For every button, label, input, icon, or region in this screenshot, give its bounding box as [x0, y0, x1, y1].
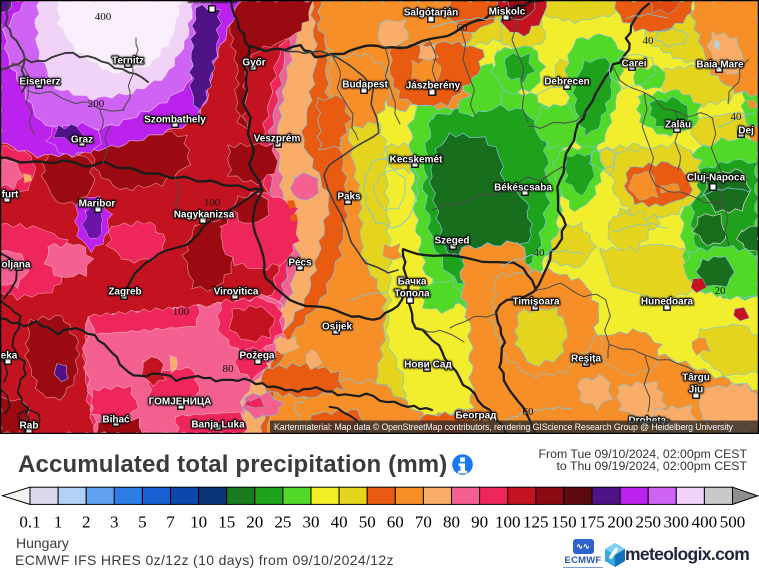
- svg-text:Reșița: Reșița: [571, 354, 601, 365]
- svg-text:Jászberény: Jászberény: [406, 81, 461, 92]
- svg-text:15: 15: [218, 513, 235, 532]
- svg-text:Eisenerz: Eisenerz: [19, 77, 60, 88]
- svg-text:Virovitica: Virovitica: [214, 287, 259, 298]
- svg-text:Jiu: Jiu: [689, 385, 703, 396]
- svg-text:40: 40: [643, 35, 655, 47]
- svg-text:oljana: oljana: [2, 260, 31, 271]
- svg-text:Osijek: Osijek: [322, 322, 352, 333]
- svg-text:60: 60: [523, 406, 535, 418]
- svg-text:Budapest: Budapest: [342, 80, 388, 91]
- svg-text:Pécs: Pécs: [288, 258, 312, 269]
- svg-text:5: 5: [138, 513, 147, 532]
- svg-text:Szombathely: Szombathely: [144, 115, 206, 126]
- svg-text:20: 20: [246, 513, 263, 532]
- svg-text:30: 30: [303, 513, 320, 532]
- svg-text:40: 40: [534, 247, 546, 259]
- svg-text:Бачка: Бачка: [398, 277, 427, 288]
- svg-text:100: 100: [495, 513, 521, 532]
- svg-text:Graz: Graz: [71, 135, 93, 146]
- svg-text:eka: eka: [1, 351, 18, 362]
- svg-text:2: 2: [82, 513, 91, 532]
- svg-text:175: 175: [579, 513, 605, 532]
- svg-text:250: 250: [635, 513, 661, 532]
- svg-text:Nagykanizsa: Nagykanizsa: [174, 210, 235, 221]
- svg-text:Rab: Rab: [20, 421, 39, 432]
- svg-text:500: 500: [720, 513, 746, 532]
- svg-text:Győr: Győr: [242, 58, 265, 69]
- svg-text:Paks: Paks: [337, 192, 361, 203]
- svg-text:400: 400: [95, 11, 112, 23]
- svg-text:ГОМЈЕНИЦА: ГОМЈЕНИЦА: [149, 397, 212, 408]
- svg-text:200: 200: [607, 513, 633, 532]
- svg-text:100: 100: [204, 197, 221, 209]
- svg-text:Salgótarján: Salgótarján: [404, 8, 458, 19]
- svg-text:90: 90: [471, 513, 488, 532]
- svg-text:Miskolc: Miskolc: [489, 7, 526, 18]
- svg-text:80: 80: [443, 513, 460, 532]
- svg-text:Kartenmaterial: Map data © Ope: Kartenmaterial: Map data © OpenStreetMap…: [274, 422, 734, 432]
- svg-text:300: 300: [664, 513, 690, 532]
- svg-text:Debrecen: Debrecen: [544, 77, 590, 88]
- svg-text:Kecskemét: Kecskemét: [390, 155, 443, 166]
- svg-text:Carei: Carei: [621, 59, 646, 70]
- svg-text:Zalău: Zalău: [665, 120, 691, 131]
- svg-text:Veszprém: Veszprém: [254, 134, 301, 145]
- svg-text:7: 7: [166, 513, 175, 532]
- svg-text:Požega: Požega: [239, 351, 274, 362]
- svg-text:60: 60: [387, 513, 404, 532]
- svg-text:Београд: Београд: [455, 411, 497, 422]
- svg-text:Cluj-Napoca: Cluj-Napoca: [687, 173, 746, 184]
- svg-text:125: 125: [523, 513, 549, 532]
- svg-text:80: 80: [223, 363, 235, 375]
- svg-text:Timișoara: Timișoara: [512, 297, 559, 308]
- svg-text:Bratislava: Bratislava: [188, 0, 236, 5]
- svg-text:70: 70: [415, 513, 432, 532]
- svg-text:400: 400: [692, 513, 718, 532]
- svg-text:150: 150: [551, 513, 577, 532]
- svg-text:Нови Сад: Нови Сад: [404, 360, 452, 371]
- svg-text:25: 25: [274, 513, 291, 532]
- svg-text:Maribor: Maribor: [79, 199, 116, 210]
- svg-text:Zagreb: Zagreb: [108, 287, 141, 298]
- svg-text:Dej: Dej: [738, 126, 754, 137]
- svg-text:Târgu: Târgu: [682, 373, 710, 384]
- svg-text:Топола: Топола: [394, 289, 430, 300]
- svg-text:100: 100: [173, 306, 190, 318]
- svg-text:10: 10: [190, 513, 207, 532]
- svg-text:40: 40: [331, 513, 348, 532]
- svg-text:Szeged: Szeged: [434, 236, 469, 247]
- svg-text:Baia Mare: Baia Mare: [696, 60, 744, 71]
- svg-text:3: 3: [110, 513, 119, 532]
- svg-text:20: 20: [715, 285, 727, 297]
- svg-text:200: 200: [88, 98, 105, 110]
- svg-text:60: 60: [457, 22, 469, 34]
- svg-text:furt: furt: [2, 190, 19, 201]
- svg-text:Hunedoara: Hunedoara: [641, 297, 694, 308]
- svg-text:Békéscsaba: Békéscsaba: [494, 183, 552, 194]
- svg-text:0.1: 0.1: [19, 513, 40, 532]
- svg-text:Banja Luka: Banja Luka: [191, 420, 245, 431]
- svg-text:Ternitz: Ternitz: [112, 56, 144, 67]
- svg-text:50: 50: [359, 513, 376, 532]
- svg-text:1: 1: [54, 513, 63, 532]
- svg-text:Bihać: Bihać: [102, 415, 130, 426]
- svg-text:40: 40: [731, 111, 743, 123]
